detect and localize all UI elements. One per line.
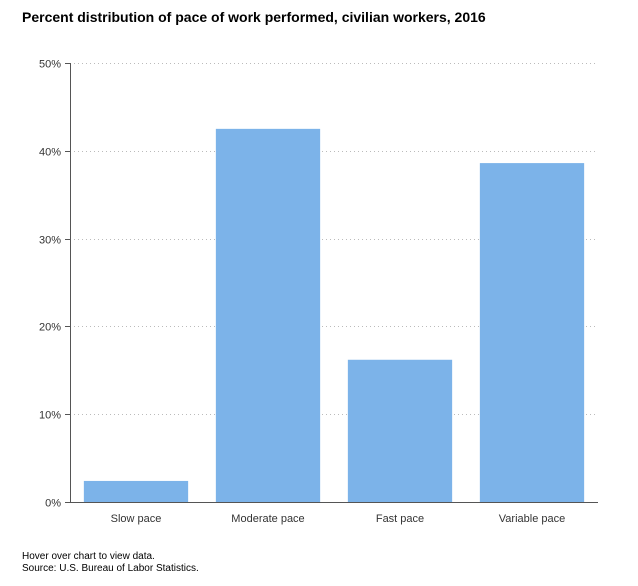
y-tick-label: 50% xyxy=(39,59,61,71)
x-tick-label: Moderate pace xyxy=(231,513,304,525)
x-tick-label: Slow pace xyxy=(111,513,162,525)
chart-footer: Hover over chart to view data. Source: U… xyxy=(22,551,199,575)
hover-note: Hover over chart to view data. xyxy=(22,551,155,562)
bar xyxy=(347,359,453,502)
bar xyxy=(215,128,321,502)
bar xyxy=(479,163,585,503)
y-tick-label: 10% xyxy=(39,410,61,422)
y-tick-label: 40% xyxy=(39,147,61,159)
y-tick-label: 30% xyxy=(39,235,61,247)
source-note: Source: U.S. Bureau of Labor Statistics. xyxy=(22,563,199,574)
x-tick-label: Fast pace xyxy=(376,513,424,525)
bar xyxy=(83,480,189,502)
chart-title: Percent distribution of pace of work per… xyxy=(22,9,486,25)
y-tick-label: 20% xyxy=(39,322,61,334)
x-tick-label: Variable pace xyxy=(499,513,565,525)
y-tick-label: 0% xyxy=(45,498,61,510)
